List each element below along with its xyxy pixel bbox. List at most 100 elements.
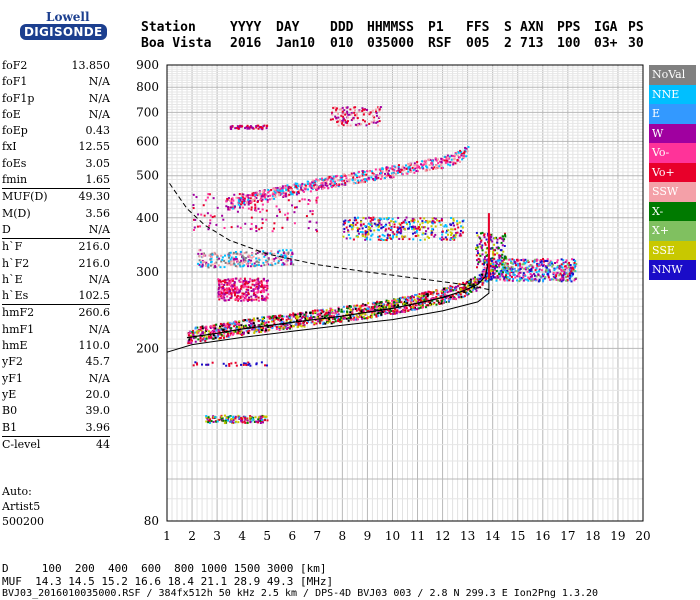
echo-point	[462, 295, 465, 298]
echo-point	[322, 180, 325, 183]
echo-point	[229, 292, 232, 295]
echo-point	[235, 364, 238, 367]
p1-value: RSF	[428, 36, 452, 51]
echo-point	[294, 185, 297, 188]
param-row: yF1 N/A	[2, 371, 110, 387]
echo-point	[446, 238, 449, 241]
echo-point	[384, 172, 387, 175]
echo-point	[434, 225, 437, 228]
echo-point	[371, 308, 374, 311]
echo-point	[465, 282, 468, 285]
echo-point	[445, 160, 448, 163]
echo-point	[228, 199, 231, 202]
echo-point	[384, 312, 387, 315]
echo-point	[371, 218, 374, 221]
echo-point	[393, 169, 396, 172]
echo-point	[375, 177, 378, 180]
echo-point	[441, 230, 444, 233]
echo-point	[413, 228, 416, 231]
echo-point	[367, 302, 370, 305]
echo-point	[196, 225, 199, 228]
echo-point	[372, 216, 375, 219]
echo-point	[569, 273, 572, 276]
echo-point	[362, 173, 365, 176]
echo-point	[479, 274, 482, 277]
echo-point	[260, 280, 263, 283]
echo-point	[230, 419, 233, 422]
echo-point	[373, 174, 376, 177]
echo-point	[226, 289, 229, 292]
echo-point	[362, 223, 365, 226]
echo-point	[518, 264, 521, 267]
echo-point	[524, 258, 527, 261]
echo-point	[255, 328, 258, 331]
echo-point	[558, 274, 561, 277]
echo-point	[447, 299, 450, 302]
echo-point	[241, 206, 244, 209]
echo-point	[273, 197, 276, 200]
y-tick-label: 600	[136, 134, 159, 148]
echo-point	[568, 277, 571, 280]
echo-point	[274, 324, 277, 327]
echo-point	[372, 121, 375, 124]
echo-point	[323, 313, 326, 316]
echo-point	[369, 238, 372, 241]
echo-point	[256, 200, 259, 203]
echo-point	[357, 170, 360, 173]
echo-point	[261, 218, 264, 221]
echo-point	[249, 265, 252, 268]
echo-point	[247, 361, 250, 364]
echo-point	[219, 292, 222, 295]
echo-point	[278, 258, 281, 261]
echo-point	[551, 263, 554, 266]
echo-point	[451, 228, 454, 231]
x-tick-label: 20	[635, 529, 650, 543]
echo-point	[217, 295, 220, 298]
echo-point	[322, 321, 325, 324]
echo-point	[298, 322, 301, 325]
echo-point	[352, 225, 355, 228]
echo-point	[199, 340, 202, 343]
echo-point	[534, 269, 537, 272]
echo-point	[395, 235, 398, 238]
echo-point	[231, 333, 234, 336]
echo-point	[243, 264, 246, 267]
echo-point	[201, 338, 204, 341]
echo-point	[201, 263, 204, 266]
echo-point	[262, 319, 265, 322]
echo-point	[381, 169, 384, 172]
echo-point	[409, 170, 412, 173]
param-label: h`E	[2, 272, 23, 286]
echo-point	[489, 278, 492, 281]
echo-point	[370, 225, 373, 228]
echo-point	[408, 308, 411, 311]
s-label: S	[504, 20, 512, 35]
echo-point	[246, 281, 249, 284]
echo-point	[319, 322, 322, 325]
echo-point	[378, 235, 381, 238]
echo-point	[235, 296, 238, 299]
echo-point	[400, 310, 403, 313]
echo-point	[336, 112, 339, 115]
ffs-value: 005	[466, 36, 490, 51]
echo-point	[400, 301, 403, 304]
o-trace-scaled-line	[186, 259, 490, 339]
echo-point	[413, 298, 416, 301]
echo-point	[224, 261, 227, 264]
echo-point	[281, 258, 284, 261]
echo-point	[384, 229, 387, 232]
echo-point	[473, 280, 476, 283]
echo-point	[364, 230, 367, 233]
echo-point	[562, 274, 565, 277]
echo-point	[411, 299, 414, 302]
echo-point	[431, 163, 434, 166]
echo-point	[490, 272, 493, 275]
echo-point	[440, 219, 443, 222]
echo-point	[478, 274, 481, 277]
echo-point	[338, 183, 341, 186]
echo-point	[239, 226, 242, 229]
echo-point	[207, 334, 210, 337]
echo-point	[220, 283, 223, 286]
param-row: fxI 12.55	[2, 139, 110, 155]
echo-point	[429, 291, 432, 294]
